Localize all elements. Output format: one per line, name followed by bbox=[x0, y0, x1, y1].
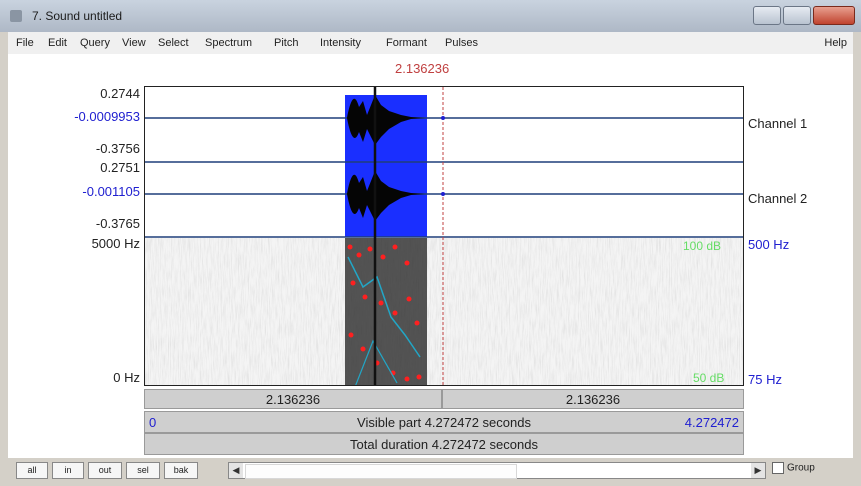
sound-plot[interactable]: 100 dB 50 dB bbox=[144, 86, 744, 386]
channel-1-label: Channel 1 bbox=[748, 116, 808, 131]
cursor-time-label: 2.136236 bbox=[395, 61, 450, 76]
menu-file[interactable]: File bbox=[16, 37, 34, 49]
ch1-min-label: -0.3756 bbox=[95, 141, 140, 156]
scroll-left-arrow-icon[interactable]: ◀ bbox=[229, 463, 243, 478]
menu-intensity[interactable]: Intensity bbox=[320, 37, 361, 49]
visible-start-value: 0 bbox=[149, 415, 157, 430]
zoom-back-button[interactable]: bak bbox=[164, 462, 198, 479]
menu-edit[interactable]: Edit bbox=[48, 37, 67, 49]
db-top-label: 100 dB bbox=[683, 239, 722, 253]
menu-query[interactable]: Query bbox=[80, 37, 110, 49]
app-icon bbox=[10, 10, 22, 22]
menu-bar: File Edit Query View Select Spectrum Pit… bbox=[8, 32, 853, 55]
spectrogram-fmin-label: 0 Hz bbox=[113, 370, 140, 385]
scroll-thumb[interactable] bbox=[245, 464, 517, 479]
spectrogram-energy bbox=[345, 238, 427, 385]
menu-pitch[interactable]: Pitch bbox=[274, 37, 299, 49]
time-bar-left[interactable]: 2.136236 bbox=[144, 389, 442, 409]
ch1-waveform bbox=[347, 95, 425, 145]
close-button[interactable] bbox=[813, 6, 855, 25]
window-title: 7. Sound untitled bbox=[32, 9, 123, 23]
group-checkbox[interactable] bbox=[772, 462, 784, 474]
total-duration-bar[interactable]: Total duration 4.272472 seconds bbox=[144, 433, 744, 455]
pitch-max-label: 500 Hz bbox=[748, 237, 790, 252]
ch2-cursor-marker bbox=[441, 192, 445, 196]
intensity-curve-lower bbox=[355, 339, 398, 385]
menu-help[interactable]: Help bbox=[824, 37, 847, 49]
intensity-curve bbox=[347, 256, 421, 358]
group-toggle[interactable]: Group bbox=[772, 462, 815, 474]
ch2-max-label: 0.2751 bbox=[100, 160, 140, 175]
scroll-right-arrow-icon[interactable]: ▶ bbox=[751, 463, 765, 478]
zoom-in-button[interactable]: in bbox=[52, 462, 84, 479]
sound-plot-graphics bbox=[145, 87, 743, 385]
bottom-toolbar: all in out sel bak ◀ ▶ Group bbox=[8, 458, 853, 486]
group-label: Group bbox=[787, 462, 815, 474]
zoom-all-button[interactable]: all bbox=[16, 462, 48, 479]
ch2-cursor-value: -0.001105 bbox=[82, 184, 140, 199]
visible-part-bar[interactable]: 0 Visible part 4.272472 seconds 4.272472 bbox=[144, 411, 744, 433]
spectrogram-noise bbox=[145, 238, 743, 385]
channel-2-label: Channel 2 bbox=[748, 191, 808, 206]
ch1-cursor-value: -0.0009953 bbox=[74, 109, 140, 124]
ch1-max-label: 0.2744 bbox=[100, 86, 140, 101]
pitch-min-label: 75 Hz bbox=[748, 372, 782, 387]
maximize-button[interactable] bbox=[783, 6, 811, 25]
menu-spectrum[interactable]: Spectrum bbox=[205, 37, 253, 49]
total-duration-text: Total duration 4.272472 seconds bbox=[350, 437, 538, 452]
visible-end-value: 4.272472 bbox=[684, 415, 739, 430]
visible-part-text: Visible part 4.272472 seconds bbox=[357, 415, 531, 430]
db-bottom-label: 50 dB bbox=[693, 371, 725, 385]
zoom-selection-button[interactable]: sel bbox=[126, 462, 160, 479]
window-controls bbox=[753, 6, 855, 25]
left-time-value: 2.136236 bbox=[265, 392, 321, 407]
title-bar: 7. Sound untitled bbox=[0, 0, 861, 32]
right-time-value: 2.136236 bbox=[565, 392, 621, 407]
menu-view[interactable]: View bbox=[122, 37, 146, 49]
spectrogram-fmax-label: 5000 Hz bbox=[91, 236, 140, 251]
zoom-out-button[interactable]: out bbox=[88, 462, 122, 479]
minimize-button[interactable] bbox=[753, 6, 781, 25]
ch2-waveform bbox=[347, 171, 425, 221]
menu-pulses[interactable]: Pulses bbox=[445, 37, 479, 49]
menu-formant[interactable]: Formant bbox=[386, 37, 427, 49]
ch1-cursor-marker bbox=[441, 116, 445, 120]
ch2-min-label: -0.3765 bbox=[95, 216, 140, 231]
pitch-track bbox=[347, 244, 422, 382]
time-scrollbar[interactable]: ◀ ▶ bbox=[228, 462, 766, 479]
menu-select[interactable]: Select bbox=[158, 37, 189, 49]
time-bar-right[interactable]: 2.136236 bbox=[442, 389, 744, 409]
